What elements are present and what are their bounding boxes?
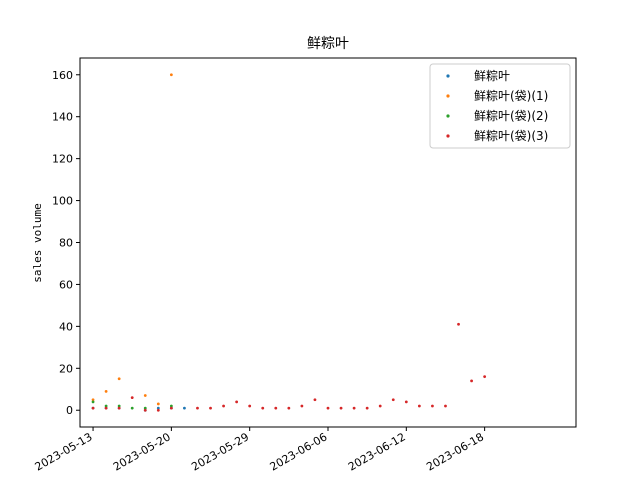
data-point (261, 406, 265, 410)
data-point (91, 400, 95, 404)
data-point (274, 406, 278, 410)
data-point (287, 406, 291, 410)
legend-label: 鲜粽叶 (474, 68, 510, 83)
data-point (196, 406, 199, 410)
series-1-points (91, 73, 173, 406)
y-tick-label: 100 (52, 195, 73, 208)
data-point (365, 406, 369, 410)
data-point (91, 406, 95, 410)
data-point (222, 404, 225, 408)
data-point (391, 398, 395, 402)
chart-title: 鲜粽叶 (307, 36, 349, 52)
data-point (444, 404, 447, 408)
series-3-points (91, 322, 487, 412)
data-point (104, 389, 108, 393)
data-point (339, 406, 343, 410)
data-point (183, 406, 186, 410)
data-point (404, 400, 408, 404)
data-point (156, 408, 160, 412)
data-point (169, 404, 173, 408)
plot-area-frame (79, 57, 577, 428)
data-point (300, 404, 304, 408)
data-point (156, 406, 160, 410)
series-2-points (91, 400, 173, 410)
data-point (130, 396, 134, 400)
legend-label: 鲜粽叶(袋)(2) (474, 108, 548, 123)
data-point (143, 408, 147, 412)
data-point (143, 406, 147, 410)
y-tick-label: 20 (59, 362, 73, 375)
data-point (169, 73, 173, 77)
data-points (91, 73, 487, 412)
data-point (378, 404, 382, 408)
data-point (130, 406, 134, 410)
data-point (104, 406, 108, 410)
data-point (143, 394, 147, 397)
legend-label: 鲜粽叶(袋)(1) (474, 88, 548, 103)
data-point (352, 406, 356, 410)
data-point (117, 406, 121, 410)
data-point (470, 379, 473, 383)
legend-label: 鲜粽叶(袋)(3) (474, 128, 548, 143)
data-point (117, 404, 121, 408)
data-point (483, 375, 487, 379)
data-point (209, 406, 212, 410)
y-tick-label: 40 (59, 320, 73, 333)
y-tick-label: 80 (59, 237, 73, 250)
y-tick-label: 160 (52, 69, 73, 82)
data-point (117, 377, 121, 381)
data-point (169, 406, 173, 410)
legend-marker (446, 114, 450, 118)
data-point (156, 402, 160, 406)
legend-marker (446, 94, 450, 98)
legend-box (429, 63, 571, 149)
data-point (91, 398, 95, 402)
data-point (313, 398, 317, 402)
data-point (248, 404, 252, 408)
data-point (326, 406, 330, 410)
data-point (104, 404, 108, 408)
y-tick-label: 0 (66, 404, 73, 417)
data-point (457, 322, 460, 326)
data-point (431, 404, 434, 408)
data-point (235, 400, 239, 404)
y-tick-label: 140 (52, 111, 73, 124)
y-axis-label: sales volume (31, 203, 44, 282)
legend-marker (446, 74, 450, 78)
y-tick-label: 120 (52, 153, 73, 166)
y-tick-label: 60 (59, 278, 73, 291)
data-point (417, 404, 421, 408)
legend-marker (446, 134, 450, 138)
